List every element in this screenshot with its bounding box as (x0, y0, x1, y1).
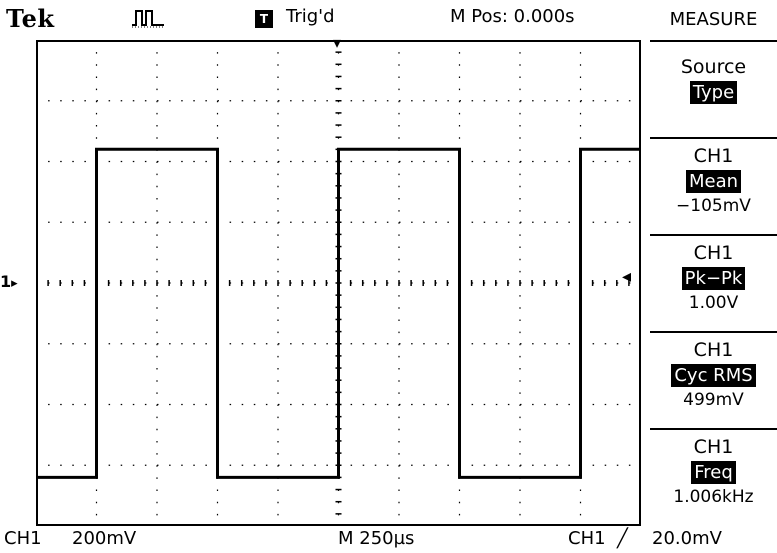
signal-trace (36, 147, 641, 479)
menu-item-value: −105mV (676, 196, 751, 216)
ch1-volts-per-div: 200mV (72, 528, 137, 549)
trigger-source: CH1 (568, 528, 606, 549)
ch1-trace (36, 147, 641, 479)
trigger-level-readout: 20.0mV (652, 528, 722, 549)
trigger-status: Trig'd (286, 6, 335, 27)
ch1-label: CH1 (4, 528, 42, 549)
menu-item-highlight: Mean (685, 170, 742, 193)
menu-item-label: CH1 (693, 242, 734, 264)
menu-item-ch1-pkpk[interactable]: CH1 Pk−Pk 1.00V (650, 234, 777, 331)
menu-item-label: Source (680, 56, 747, 78)
menu-item-label: CH1 (693, 339, 734, 361)
ground-reference-arrow-icon: ▸ (11, 276, 18, 291)
waveform-display (36, 40, 641, 526)
menu-item-highlight: Pk−Pk (681, 267, 746, 290)
menu-item-highlight: Cyc RMS (671, 364, 756, 387)
trigger-position-arrow-icon[interactable]: ▾ (333, 33, 342, 52)
settings-bar: CH1 200mV M 250µs CH1 ╱ 20.0mV (0, 528, 777, 553)
menu-item-ch1-cyc-rms[interactable]: CH1 Cyc RMS 499mV (650, 331, 777, 428)
menu-title: MEASURE (669, 9, 758, 30)
status-bar: Tek T Trig'd M Pos: 0.000s (0, 0, 650, 34)
menu-item-label: CH1 (693, 436, 734, 458)
menu-item-value: 1.00V (688, 293, 739, 313)
menu-item-value: 499mV (683, 390, 744, 410)
trigger-level-arrow-icon[interactable]: ◂ (622, 266, 632, 287)
trigger-status-badge: T (255, 10, 273, 28)
rising-edge-icon: ╱ (617, 528, 628, 549)
main-position-readout: M Pos: 0.000s (450, 6, 575, 27)
menu-item-source-type[interactable]: Source Type (650, 40, 777, 137)
timebase-readout: M 250µs (338, 528, 415, 549)
menu-item-highlight: Freq (691, 461, 736, 484)
measure-menu: MEASURE Source Type CH1 Mean −105mV CH1 … (650, 0, 777, 527)
menu-item-value: 1.006kHz (673, 487, 754, 507)
menu-item-ch1-mean[interactable]: CH1 Mean −105mV (650, 137, 777, 234)
ch1-ground-marker[interactable]: 1▸ (0, 272, 18, 291)
menu-item-highlight: Type (689, 81, 738, 104)
menu-item-ch1-freq[interactable]: CH1 Freq 1.006kHz (650, 428, 777, 527)
brand-logo: Tek (6, 4, 55, 33)
menu-item-label: CH1 (693, 145, 734, 167)
pulse-waveform-icon (132, 10, 164, 28)
